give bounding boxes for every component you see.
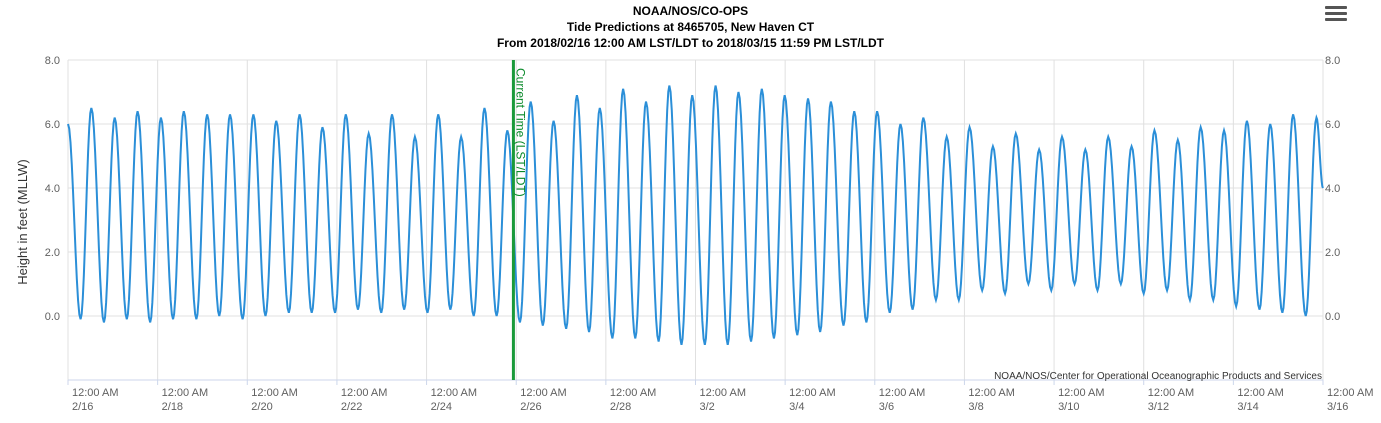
y-tick-label-right: 4.0 bbox=[1325, 183, 1340, 195]
x-tick-date: 2/20 bbox=[251, 401, 272, 413]
x-tick-time: 12:00 AM bbox=[1058, 387, 1104, 399]
y-tick-label-left: 6.0 bbox=[45, 119, 60, 131]
x-tick-time: 12:00 AM bbox=[968, 387, 1014, 399]
x-tick-time: 12:00 AM bbox=[431, 387, 477, 399]
y-tick-label-right: 0.0 bbox=[1325, 311, 1340, 323]
menu-bar-2 bbox=[1325, 12, 1347, 15]
y-tick-label-left: 4.0 bbox=[45, 183, 60, 195]
x-tick-time: 12:00 AM bbox=[1327, 387, 1373, 399]
x-tick-time: 12:00 AM bbox=[700, 387, 746, 399]
y-tick-label-right: 8.0 bbox=[1325, 55, 1340, 67]
y-tick-label-left: 2.0 bbox=[45, 247, 60, 259]
x-tick-date: 2/28 bbox=[610, 401, 631, 413]
x-tick-date: 3/16 bbox=[1327, 401, 1348, 413]
x-tick-time: 12:00 AM bbox=[520, 387, 566, 399]
x-tick-date: 3/4 bbox=[789, 401, 804, 413]
x-tick-date: 2/22 bbox=[341, 401, 362, 413]
x-tick-time: 12:00 AM bbox=[72, 387, 118, 399]
x-tick-date: 2/26 bbox=[520, 401, 541, 413]
tide-series-line[interactable] bbox=[67, 85, 1324, 346]
x-tick-time: 12:00 AM bbox=[1148, 387, 1194, 399]
x-tick-time: 12:00 AM bbox=[789, 387, 835, 399]
chart-title-agency: NOAA/NOS/CO-OPS bbox=[632, 4, 749, 18]
chart-title-station: Tide Predictions at 8465705, New Haven C… bbox=[566, 20, 815, 34]
x-tick-time: 12:00 AM bbox=[879, 387, 925, 399]
x-tick-date: 3/8 bbox=[968, 401, 983, 413]
x-tick-time: 12:00 AM bbox=[1237, 387, 1283, 399]
y-tick-label-right: 2.0 bbox=[1325, 247, 1340, 259]
x-tick-date: 3/12 bbox=[1148, 401, 1169, 413]
menu-bar-1 bbox=[1325, 6, 1347, 9]
x-tick-date: 3/14 bbox=[1237, 401, 1258, 413]
chart-credit[interactable]: NOAA/NOS/Center for Operational Oceanogr… bbox=[994, 371, 1322, 382]
hamburger-menu-icon[interactable] bbox=[1325, 4, 1347, 22]
x-tick-time: 12:00 AM bbox=[251, 387, 297, 399]
y-axis-left: 8.0 6.0 4.0 2.0 0.0 bbox=[45, 55, 60, 323]
x-tick-date: 2/18 bbox=[162, 401, 183, 413]
chart-title-range: From 2018/02/16 12:00 AM LST/LDT to 2018… bbox=[496, 36, 885, 50]
y-tick-label-right: 6.0 bbox=[1325, 119, 1340, 131]
menu-bar-3 bbox=[1325, 18, 1347, 21]
grid-lines bbox=[67, 59, 1324, 380]
x-tick-time: 12:00 AM bbox=[341, 387, 387, 399]
x-tick-time: 12:00 AM bbox=[610, 387, 656, 399]
x-tick-date: 3/10 bbox=[1058, 401, 1079, 413]
x-tick-date: 2/24 bbox=[431, 401, 452, 413]
x-tick-date: 3/6 bbox=[879, 401, 894, 413]
y-axis-label: Height in feet (MLLW) bbox=[15, 159, 30, 284]
x-tick-date: 3/2 bbox=[700, 401, 715, 413]
x-axis: 12:00 AM 2/16 12:00 AM 2/18 12:00 AM 2/20 12:0… bbox=[67, 379, 1373, 413]
current-time-label: Current Time (LST/LDT) bbox=[513, 68, 527, 197]
y-axis-right: 8.0 6.0 4.0 2.0 0.0 bbox=[1325, 55, 1340, 323]
y-tick-label-left: 0.0 bbox=[45, 311, 60, 323]
x-tick-time: 12:00 AM bbox=[162, 387, 208, 399]
y-tick-label-left: 8.0 bbox=[45, 55, 60, 67]
x-tick-date: 2/16 bbox=[72, 401, 93, 413]
